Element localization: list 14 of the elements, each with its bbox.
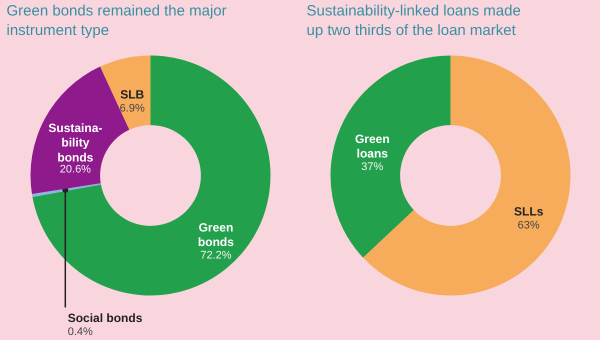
chart-title: Green bonds remained the major instrument type <box>6 2 227 40</box>
data-label: 20.6% <box>60 163 92 176</box>
slice-label: Sustaina- bility bonds <box>48 120 102 164</box>
data-label: 37% <box>361 160 384 173</box>
slice-label: SLLs <box>514 204 544 219</box>
slice-label: Green loans <box>354 132 390 161</box>
slice-label: Green bonds <box>198 220 234 250</box>
data-label: 6.9% <box>120 102 145 114</box>
data-label: 63% <box>518 220 540 232</box>
data-label: 72.2% <box>200 249 232 262</box>
slice-label: Social bonds <box>68 311 143 326</box>
slice-label: SLB <box>120 87 145 102</box>
chart-title: Sustainability-linked loans made up two thirds of the loan market <box>306 2 521 40</box>
data-label: 0.4% <box>68 326 94 338</box>
